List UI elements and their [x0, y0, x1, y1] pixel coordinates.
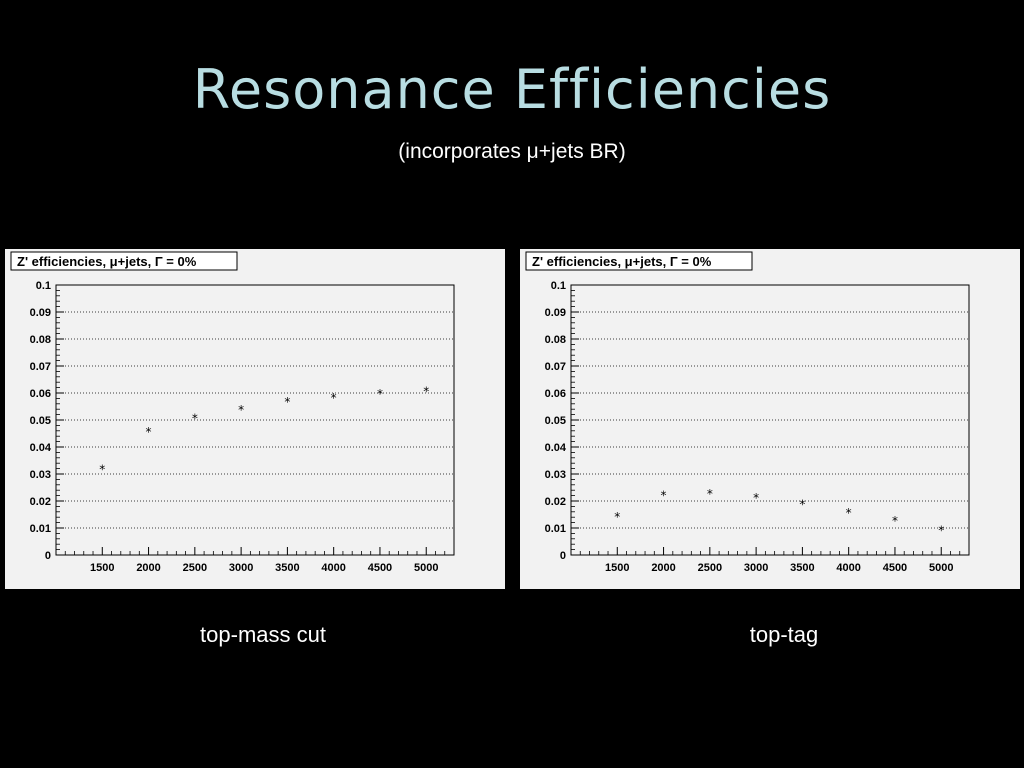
chart-panel-right: Z' efficiencies, μ+jets, Γ = 0% 0 0.01 0.02…	[520, 249, 1020, 589]
data-point: *	[284, 395, 290, 409]
y-tick-label: 0.09	[30, 307, 51, 319]
y-tick-label: 0	[560, 550, 566, 562]
x-tick-label: 2000	[651, 562, 675, 574]
y-tick-label: 0.01	[30, 523, 51, 535]
y-tick-label: 0.09	[545, 307, 566, 319]
data-point: *	[707, 487, 713, 501]
caption-top-tag: top-tag	[749, 622, 819, 647]
x-tick-label: 2500	[183, 562, 207, 574]
data-point: *	[892, 514, 898, 528]
data-point: *	[146, 425, 152, 439]
y-tick-label: 0.04	[545, 442, 567, 454]
x-tick-label: 2000	[136, 562, 160, 574]
x-tick-label: 4500	[883, 562, 907, 574]
x-tick-label: 2500	[698, 562, 722, 574]
x-tick-label: 4000	[836, 562, 860, 574]
caption-top-mass-cut: top-mass cut	[200, 622, 326, 647]
data-point: *	[377, 387, 383, 401]
chart-title-box	[10, 251, 238, 271]
data-point: *	[99, 463, 105, 477]
y-tick-label: 0	[45, 550, 51, 562]
x-tick-label: 4000	[321, 562, 345, 574]
x-tick-label: 5000	[414, 562, 438, 574]
efficiency-chart-top-mass-cut: Z' efficiencies, μ+jets, Γ = 0% 0 0.01 0.02…	[5, 249, 505, 589]
y-tick-label: 0.02	[545, 496, 566, 508]
data-point: *	[661, 488, 667, 502]
slide-title: Resonance Efficiencies	[192, 58, 832, 121]
y-tick-label: 0.05	[545, 415, 566, 427]
y-tick-label: 0.1	[36, 280, 51, 292]
x-tick-label: 4500	[368, 562, 392, 574]
y-tick-label: 0.05	[30, 415, 51, 427]
x-tick-label: 3000	[229, 562, 253, 574]
x-tick-label: 3500	[275, 562, 299, 574]
y-tick-label: 0.04	[30, 442, 52, 454]
x-tick-label: 3000	[744, 562, 768, 574]
y-tick-label: 0.07	[30, 361, 51, 373]
efficiency-chart-top-tag: Z' efficiencies, μ+jets, Γ = 0% 0 0.01 0.02…	[520, 249, 1020, 589]
y-tick-label: 0.1	[551, 280, 566, 292]
chart-title-box	[525, 251, 753, 271]
data-point: *	[799, 498, 805, 512]
x-tick-label: 1500	[90, 562, 114, 574]
y-tick-label: 0.08	[545, 334, 566, 346]
y-tick-label: 0.06	[30, 388, 51, 400]
x-tick-label: 3500	[790, 562, 814, 574]
data-point: *	[331, 391, 337, 405]
data-point: *	[846, 506, 852, 520]
y-tick-label: 0.06	[545, 388, 566, 400]
data-point: *	[938, 523, 944, 537]
x-tick-label: 5000	[929, 562, 953, 574]
y-tick-label: 0.02	[30, 496, 51, 508]
data-point: *	[614, 510, 620, 524]
data-point: *	[423, 384, 429, 398]
x-tick-label: 1500	[605, 562, 629, 574]
chart-title: Z' efficiencies, μ+jets, Γ = 0%	[17, 254, 197, 269]
y-tick-label: 0.03	[545, 469, 566, 481]
data-point: *	[753, 491, 759, 505]
chart-panel-left: Z' efficiencies, μ+jets, Γ = 0% 0 0.01 0.02…	[5, 249, 505, 589]
slide-subtitle: (incorporates μ+jets BR)	[398, 140, 626, 163]
y-tick-label: 0.08	[30, 334, 51, 346]
y-tick-label: 0.03	[30, 469, 51, 481]
data-point: *	[238, 403, 244, 417]
y-tick-label: 0.01	[545, 523, 566, 535]
chart-title: Z' efficiencies, μ+jets, Γ = 0%	[532, 254, 712, 269]
data-point: *	[192, 411, 198, 425]
y-tick-label: 0.07	[545, 361, 566, 373]
